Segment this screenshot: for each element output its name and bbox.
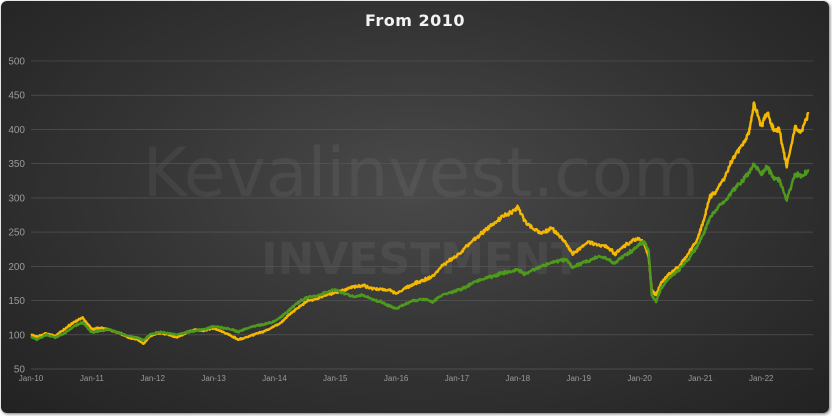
- x-tick-label: Jan-10: [19, 374, 44, 383]
- watermark-subtext: INVESTMENT: [261, 234, 581, 285]
- series-line: [30, 162, 810, 342]
- y-tick-label: 450: [8, 91, 25, 102]
- y-axis-ticks: 50 100 150 200 250 300 350 400 450 500: [8, 57, 25, 376]
- x-tick-label: Jan-12: [140, 374, 165, 383]
- y-tick-label: 200: [8, 262, 25, 273]
- series-lines: [30, 101, 810, 345]
- x-tick-label: Jan-15: [323, 374, 348, 383]
- y-tick-label: 500: [8, 57, 25, 68]
- x-tick-label: Jan-20: [627, 374, 652, 383]
- watermark-text: Kevalinvest.com: [143, 134, 700, 213]
- y-tick-label: 300: [8, 193, 25, 204]
- x-tick-label: Jan-11: [80, 374, 104, 383]
- gridlines: [31, 60, 813, 370]
- watermark: Kevalinvest.com INVESTMENT: [143, 134, 700, 285]
- x-tick-label: Jan-22: [749, 374, 774, 383]
- x-tick-label: Jan-17: [445, 374, 470, 383]
- y-tick-label: 400: [8, 125, 25, 136]
- x-tick-label: Jan-13: [201, 374, 226, 383]
- y-tick-label: 250: [8, 228, 25, 239]
- x-tick-label: Jan-21: [688, 374, 713, 383]
- chart-title: From 2010: [364, 11, 466, 30]
- x-tick-label: Jan-18: [506, 374, 531, 383]
- y-tick-label: 100: [8, 330, 25, 341]
- y-tick-label: 350: [8, 159, 25, 170]
- x-tick-label: Jan-14: [262, 374, 287, 383]
- x-tick-label: Jan-16: [384, 374, 409, 383]
- y-tick-label: 50: [14, 365, 26, 376]
- x-tick-label: Jan-19: [566, 374, 591, 383]
- x-axis-ticks: Jan-10 Jan-11 Jan-12 Jan-13 Jan-14 Jan-15 Jan-…: [19, 374, 774, 383]
- y-tick-label: 150: [8, 296, 25, 307]
